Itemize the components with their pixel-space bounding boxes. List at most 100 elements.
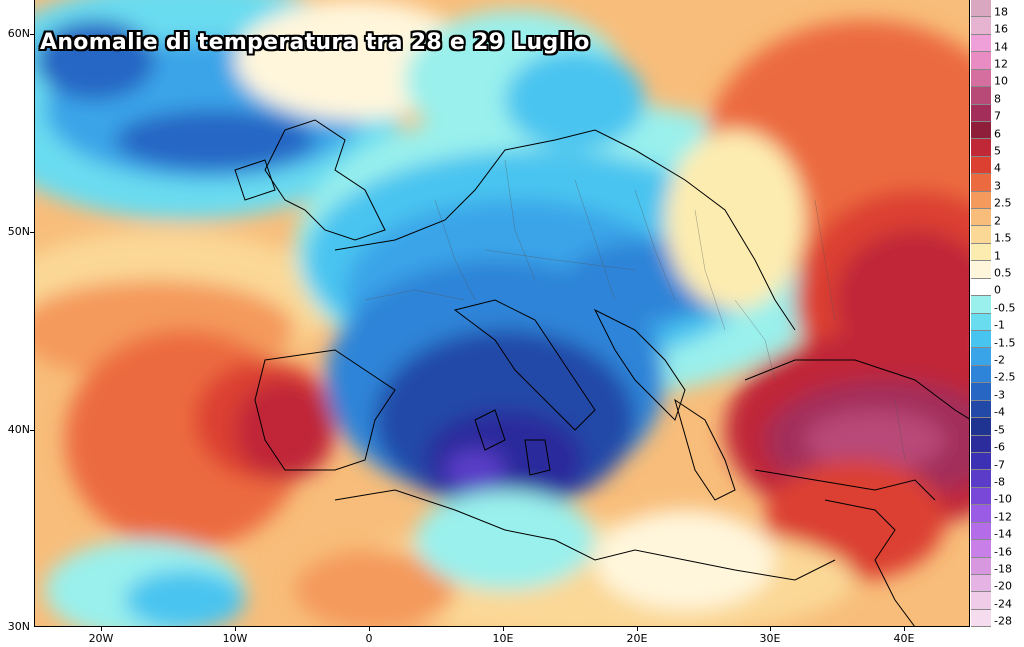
legend-value: 8 bbox=[994, 92, 1001, 106]
legend-value: -2 bbox=[994, 353, 1005, 367]
lat-label-50n: 50N bbox=[7, 225, 30, 238]
legend-swatch bbox=[971, 104, 991, 122]
legend-swatch bbox=[971, 505, 991, 523]
legend-swatch bbox=[971, 87, 991, 105]
lat-label-30n: 30N bbox=[7, 620, 30, 633]
lon-label-10e: 10E bbox=[492, 632, 514, 645]
legend-value: -6 bbox=[994, 440, 1005, 454]
legend-value: 16 bbox=[994, 22, 1008, 36]
legend-value: -10 bbox=[994, 492, 1012, 506]
lat-tick-60n bbox=[30, 34, 34, 35]
lat-label-60n: 60N bbox=[7, 27, 30, 40]
lon-tick-0 bbox=[369, 627, 370, 631]
legend-swatch bbox=[971, 278, 991, 297]
lon-tick-20e bbox=[637, 627, 638, 631]
legend-value: 7 bbox=[994, 109, 1001, 123]
legend-swatch bbox=[971, 348, 991, 366]
legend-value: 3 bbox=[994, 179, 1001, 193]
legend-value: 6 bbox=[994, 127, 1001, 141]
lon-tick-20w bbox=[101, 627, 102, 631]
legend-swatch bbox=[971, 209, 991, 227]
legend-swatch bbox=[971, 69, 991, 88]
coastlines bbox=[234, 119, 969, 626]
map-area[interactable] bbox=[34, 0, 970, 627]
lon-tick-10e bbox=[503, 627, 504, 631]
legend-value: -12 bbox=[994, 510, 1012, 524]
anomaly-field bbox=[35, 0, 969, 626]
legend-swatch bbox=[971, 418, 991, 436]
legend-value: 1 bbox=[994, 249, 1001, 263]
legend-value: -16 bbox=[994, 545, 1012, 559]
legend-value: 10 bbox=[994, 74, 1008, 88]
legend-swatch bbox=[971, 331, 991, 349]
legend-swatch bbox=[971, 400, 991, 419]
temperature-anomaly-map bbox=[35, 0, 969, 626]
legend-value: -2.5 bbox=[994, 370, 1016, 384]
legend-value: -14 bbox=[994, 527, 1012, 541]
lon-label-40e: 40E bbox=[893, 632, 915, 645]
lon-label-0: 0 bbox=[365, 632, 373, 645]
color-legend bbox=[971, 0, 991, 628]
legend-swatch bbox=[971, 121, 991, 140]
legend-value: 5 bbox=[994, 144, 1001, 158]
legend-swatch bbox=[971, 139, 991, 157]
legend-swatch bbox=[971, 296, 991, 314]
legend-swatch bbox=[971, 226, 991, 244]
legend-value: 4 bbox=[994, 161, 1001, 175]
legend-value: 0.5 bbox=[994, 266, 1012, 280]
legend-value: 0 bbox=[994, 283, 1001, 297]
legend-swatch bbox=[971, 243, 991, 262]
legend-value: -3 bbox=[994, 388, 1005, 402]
legend-value: -0.5 bbox=[994, 301, 1016, 315]
legend-swatch bbox=[971, 540, 991, 558]
legend-value: 12 bbox=[994, 57, 1008, 71]
lon-label-20e: 20E bbox=[626, 632, 648, 645]
lon-tick-30e bbox=[770, 627, 771, 631]
legend-swatch bbox=[971, 313, 991, 332]
legend-swatch bbox=[971, 52, 991, 70]
legend-value: -1 bbox=[994, 318, 1005, 332]
lon-label-10w: 10W bbox=[222, 632, 248, 645]
legend-swatch bbox=[971, 592, 991, 610]
legend-value: 14 bbox=[994, 40, 1008, 54]
legend-swatch bbox=[971, 383, 991, 401]
legend-swatch bbox=[971, 470, 991, 488]
lon-tick-10w bbox=[235, 627, 236, 631]
legend-value: 2.5 bbox=[994, 196, 1012, 210]
legend-swatch bbox=[971, 557, 991, 575]
legend-value: -28 bbox=[994, 614, 1012, 628]
legend-swatch bbox=[971, 435, 991, 453]
legend-swatch bbox=[971, 34, 991, 53]
legend-swatch bbox=[971, 156, 991, 175]
legend-value: 2 bbox=[994, 214, 1001, 228]
legend-swatch bbox=[971, 174, 991, 192]
legend-value: 1.5 bbox=[994, 231, 1012, 245]
legend-value: -7 bbox=[994, 458, 1005, 472]
lon-tick-40e bbox=[904, 627, 905, 631]
legend-value: -4 bbox=[994, 405, 1005, 419]
legend-swatch bbox=[971, 522, 991, 541]
legend-value: -20 bbox=[994, 579, 1012, 593]
legend-value: -5 bbox=[994, 423, 1005, 437]
legend-swatch bbox=[971, 574, 991, 593]
legend-swatch bbox=[971, 0, 991, 18]
legend-labels: 18 16 14 12 10 8 7 6 5 4 3 2.5 2 1.5 1 0.5 0 -0.5 -1 -1.5 -2… bbox=[994, 0, 1024, 628]
lat-tick-50n bbox=[30, 232, 34, 233]
legend-swatch bbox=[971, 609, 991, 628]
legend-value: -8 bbox=[994, 475, 1005, 489]
lon-label-30e: 30E bbox=[759, 632, 781, 645]
legend-swatch bbox=[971, 452, 991, 471]
legend-swatch bbox=[971, 17, 991, 35]
legend-swatch bbox=[971, 261, 991, 279]
legend-swatch bbox=[971, 365, 991, 384]
lon-label-20w: 20W bbox=[88, 632, 114, 645]
legend-swatch bbox=[971, 487, 991, 506]
legend-swatch bbox=[971, 191, 991, 210]
country-borders bbox=[364, 159, 906, 461]
legend-value: -1.5 bbox=[994, 336, 1016, 350]
legend-value: -24 bbox=[994, 597, 1012, 611]
map-title: Anomalie di temperatura tra 28 e 29 Lugl… bbox=[40, 30, 590, 55]
lat-label-40n: 40N bbox=[7, 423, 30, 436]
lat-tick-40n bbox=[30, 430, 34, 431]
legend-value: 18 bbox=[994, 5, 1008, 19]
